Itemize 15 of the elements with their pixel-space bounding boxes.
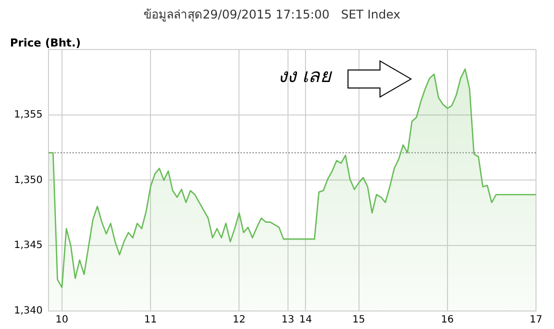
x-tick-label: 15 (352, 314, 366, 326)
x-tick-label: 13 (282, 314, 294, 326)
x-tick-label: 17 (530, 314, 542, 326)
y-tick-label: 1,350 (14, 174, 43, 186)
x-tick-label: 12 (232, 314, 246, 326)
x-tick-label: 16 (441, 314, 454, 326)
chart-title: ข้อมูลล่าสุด29/09/2015 17:15:00 SET Index (144, 7, 400, 22)
y-tick-label: 1,340 (14, 306, 43, 317)
x-tick-label: 10 (56, 314, 68, 326)
y-tick-label: 1,345 (14, 240, 43, 252)
x-tick-label: 14 (299, 314, 312, 326)
annotation: งง เลย (278, 64, 332, 89)
y-tick-label: 1,355 (14, 109, 43, 120)
x-tick-label: 11 (144, 314, 157, 326)
y-axis-title: Price (Bht.) (10, 36, 81, 50)
